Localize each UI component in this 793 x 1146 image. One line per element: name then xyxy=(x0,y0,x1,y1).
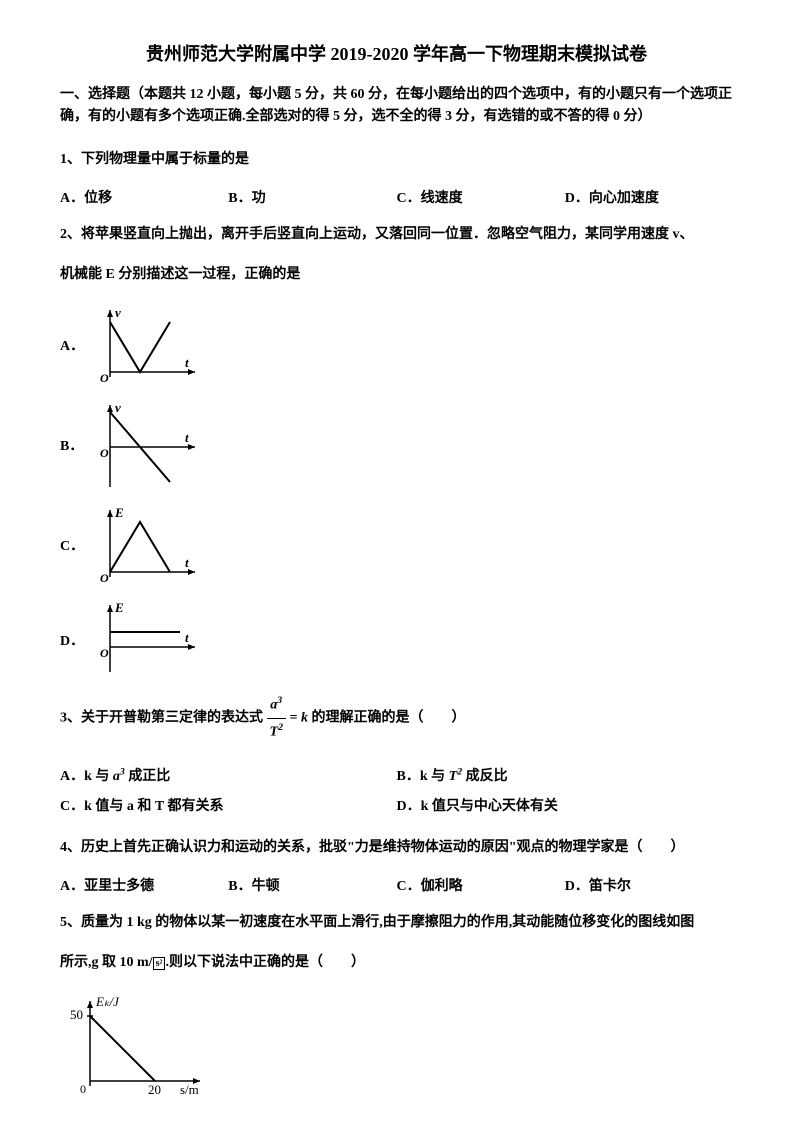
svg-text:O: O xyxy=(100,446,109,460)
svg-text:20: 20 xyxy=(148,1082,161,1097)
svg-text:O: O xyxy=(100,371,109,385)
q3-option-c: C．k 值与 a 和 T 都有关系 xyxy=(60,790,397,820)
svg-text:s/m: s/m xyxy=(180,1082,199,1097)
svg-text:v: v xyxy=(115,305,121,320)
question-2-line2: 机械能 E 分别描述这一过程，正确的是 xyxy=(60,262,733,287)
q3-option-a: A．k 与 a3 成正比 xyxy=(60,760,397,790)
question-2-line1: 2、将苹果竖直向上抛出，离开手后竖直向上运动，又落回同一位置．忽略空气阻力，某同… xyxy=(60,222,733,247)
graph-q2c: E t O xyxy=(90,502,200,587)
q3-text-a: 3、关于开普勒第三定律的表达式 xyxy=(60,711,263,726)
graph-q2d: E t O xyxy=(90,597,200,682)
q2-label-b: B． xyxy=(60,435,90,455)
q3-a-suffix: 成正比 xyxy=(128,769,170,784)
svg-text:t: t xyxy=(185,355,189,370)
graph-q5: Eₖ/J s/m 0 50 20 xyxy=(60,991,210,1101)
svg-text:0: 0 xyxy=(80,1082,86,1096)
question-3: 3、关于开普勒第三定律的表达式 a3 T2 = k 的理解正确的是（ ） xyxy=(60,692,733,745)
q3-b-formula: T2 xyxy=(449,769,462,784)
q2-label-a: A． xyxy=(60,335,90,355)
question-5-line2: 所示,g 取 10 m/s².则以下说法中正确的是（ ） xyxy=(60,950,733,975)
q3-equals: = k xyxy=(289,711,311,726)
question-4: 4、历史上首先正确认识力和运动的关系，批驳"力是维持物体运动的原因"观点的物理学… xyxy=(60,835,733,860)
q3-options: A．k 与 a3 成正比 B．k 与 T2 成反比 C．k 值与 a 和 T 都… xyxy=(60,760,733,820)
q3-a-formula: a3 xyxy=(113,769,125,784)
q2-option-d: D． E t O xyxy=(60,597,733,682)
q2-option-a: A． v t O xyxy=(60,302,733,387)
svg-text:v: v xyxy=(115,400,121,415)
svg-text:t: t xyxy=(185,555,189,570)
svg-text:Eₖ/J: Eₖ/J xyxy=(95,994,120,1009)
q3-option-d: D．k 值只与中心天体有关 xyxy=(397,790,734,820)
q4-option-b: B．牛顿 xyxy=(228,875,396,895)
page-title: 贵州师范大学附属中学 2019-2020 学年高一下物理期末模拟试卷 xyxy=(60,40,733,66)
svg-text:E: E xyxy=(114,600,124,615)
q4-option-a: A．亚里士多德 xyxy=(60,875,228,895)
q2-option-c: C． E t O xyxy=(60,502,733,587)
q1-option-d: D．向心加速度 xyxy=(565,187,733,207)
graph-q2a: v t O xyxy=(90,302,200,387)
q1-option-a: A．位移 xyxy=(60,187,228,207)
q2-label-c: C． xyxy=(60,535,90,555)
svg-text:O: O xyxy=(100,571,109,585)
svg-text:O: O xyxy=(100,646,109,660)
q3-option-b: B．k 与 T2 成反比 xyxy=(397,760,734,790)
q5-boxed-unit: s² xyxy=(153,957,166,970)
q2-label-d: D． xyxy=(60,630,90,650)
q4-options: A．亚里士多德 B．牛顿 C．伽利略 D．笛卡尔 xyxy=(60,875,733,895)
q2-option-b: B． v t O xyxy=(60,397,733,492)
q3-text-b: 的理解正确的是（ ） xyxy=(311,711,465,726)
question-5-line1: 5、质量为 1 kg 的物体以某一初速度在水平面上滑行,由于摩擦阻力的作用,其动… xyxy=(60,910,733,935)
graph-q2b: v t O xyxy=(90,397,200,492)
q5-text2a: 所示,g 取 10 m/ xyxy=(60,955,153,970)
q1-option-b: B．功 xyxy=(228,187,396,207)
q1-options: A．位移 B．功 C．线速度 D．向心加速度 xyxy=(60,187,733,207)
q1-option-c: C．线速度 xyxy=(397,187,565,207)
q3-fraction: a3 T2 xyxy=(267,692,286,745)
svg-text:t: t xyxy=(185,630,189,645)
svg-text:t: t xyxy=(185,430,189,445)
question-1: 1、下列物理量中属于标量的是 xyxy=(60,147,733,172)
svg-text:E: E xyxy=(114,505,124,520)
q5-text2b: .则以下说法中正确的是（ ） xyxy=(165,955,365,970)
q4-option-d: D．笛卡尔 xyxy=(565,875,733,895)
q4-option-c: C．伽利略 xyxy=(397,875,565,895)
section-instructions: 一、选择题（本题共 12 小题，每小题 5 分，共 60 分，在每小题给出的四个… xyxy=(60,84,733,129)
q3-b-prefix: B．k 与 xyxy=(397,769,446,784)
q3-a-prefix: A．k 与 xyxy=(60,769,109,784)
q3-b-suffix: 成反比 xyxy=(466,769,508,784)
svg-text:50: 50 xyxy=(70,1007,83,1022)
